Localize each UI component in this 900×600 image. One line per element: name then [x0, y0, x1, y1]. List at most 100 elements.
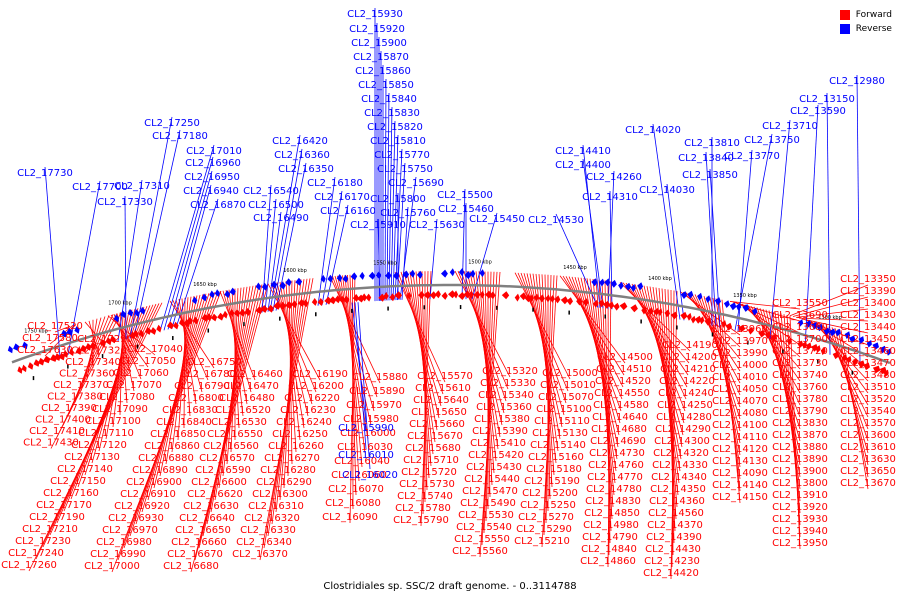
leader-line: [133, 129, 181, 338]
reverse-gene-mark: [336, 274, 343, 282]
gene-label: CL2_16960: [185, 158, 241, 169]
gene-label: CL2_15540: [456, 522, 512, 533]
gene-label: CL2_16280: [260, 465, 316, 476]
reverse-gene-mark: [723, 300, 730, 308]
reverse-gene-mark: [624, 282, 632, 291]
gene-label: CL2_15900: [351, 38, 407, 49]
reverse-gene-mark: [368, 271, 376, 280]
leader-line: [67, 180, 101, 355]
backbone-arc: [11, 283, 891, 365]
forward-gene-mark: [239, 308, 246, 317]
gene-label: CL2_17210: [22, 524, 78, 535]
gene-label: CL2_14240: [658, 388, 714, 399]
gene-label: CL2_14190: [662, 340, 718, 351]
kbp-tick-label: 1450 kbp: [563, 265, 587, 271]
forward-gene-mark: [192, 316, 199, 325]
gene-label: CL2_16010: [338, 450, 394, 461]
leader-line: [259, 278, 314, 561]
kbp-tick-label: 1400 kbp: [648, 276, 672, 282]
gene-label: CL2_17250: [144, 118, 200, 129]
forward-gene-mark: [144, 327, 152, 335]
forward-gene-mark: [533, 293, 539, 302]
forward-gene-mark: [448, 290, 456, 299]
forward-gene-mark: [770, 333, 777, 342]
forward-gene-mark: [549, 294, 555, 303]
forward-gene-mark: [842, 354, 847, 362]
gene-label: CL2_15570: [417, 371, 473, 382]
reverse-gene-mark: [392, 271, 400, 280]
feature-marker: [351, 308, 353, 313]
forward-gene-mark: [343, 295, 350, 304]
gene-label: CL2_17700: [72, 182, 128, 193]
forward-gene-mark: [806, 342, 812, 350]
kbp-tick-label: 1600 kbp: [283, 268, 307, 274]
kbp-tick-label: 1700 kbp: [108, 301, 132, 307]
leader-line: [543, 275, 555, 536]
gene-label: CL2_15640: [413, 395, 469, 406]
forward-gene-mark: [173, 321, 179, 330]
kbp-ticks: 1750 kbp 1700 kbp 1650 kbp 1600 kbp 1550 kbp…: [24, 259, 842, 334]
forward-gene-mark: [566, 297, 573, 306]
gene-label: CL2_16670: [167, 549, 223, 560]
gene-label: CL2_16590: [195, 465, 251, 476]
leader-line: [562, 275, 625, 376]
legend: Forward Reverse: [839, 8, 892, 36]
forward-gene-mark: [233, 309, 241, 317]
gene-label: CL2_13720: [772, 346, 828, 357]
gene-label: CL2_17080: [99, 392, 155, 403]
forward-gene-mark: [394, 291, 402, 300]
gene-label: CL2_14690: [590, 436, 646, 447]
forward-gene-mark: [576, 297, 583, 306]
leader-line: [461, 188, 466, 300]
forward-gene-mark: [324, 296, 332, 305]
gene-label: CL2_17520: [27, 321, 83, 332]
gene-label: CL2_16650: [175, 525, 231, 536]
forward-gene-mark: [738, 324, 746, 333]
gene-label: CL2_13630: [840, 454, 896, 465]
leader-line: [163, 156, 214, 331]
leader-line: [582, 144, 601, 308]
leader-line: [709, 297, 741, 456]
forward-gene-mark: [758, 329, 766, 338]
forward-gene-mark: [166, 321, 174, 330]
reverse-gene-mark: [214, 289, 220, 297]
leader-line: [595, 279, 614, 508]
gene-label: CL2_13510: [840, 382, 896, 393]
leader-line: [582, 158, 604, 309]
gene-label: CL2_14030: [639, 185, 695, 196]
forward-gene-mark: [641, 306, 647, 315]
gene-label: CL2_14000: [712, 360, 768, 371]
leader-line: [214, 286, 251, 501]
leader-line: [544, 274, 551, 500]
forward-gene-mark: [699, 316, 705, 325]
leader-line: [111, 290, 222, 573]
gene-label: CL2_13440: [840, 322, 896, 333]
gene-label: CL2_14290: [655, 424, 711, 435]
gene-label: CL2_14580: [593, 400, 649, 411]
gene-label: CL2_15720: [401, 467, 457, 478]
forward-gene-mark: [598, 299, 605, 308]
forward-gene-mark: [285, 301, 293, 309]
leader-line: [49, 304, 154, 536]
gene-label: CL2_16160: [320, 206, 376, 217]
gene-label: CL2_15920: [349, 24, 405, 35]
gene-label: CL2_14980: [583, 520, 639, 531]
gene-label: CL2_13890: [772, 454, 828, 465]
reverse-gene-mark: [320, 274, 326, 283]
leader-line: [856, 74, 861, 364]
gene-label: CL2_16850: [150, 429, 206, 440]
gene-label: CL2_16800: [168, 393, 224, 404]
reverse-gene-mark: [729, 302, 737, 311]
leader-line: [826, 92, 831, 355]
leader-line: [351, 302, 367, 423]
forward-gene-mark: [68, 348, 74, 357]
feature-marker: [279, 316, 281, 321]
gene-label: CL2_17320: [71, 346, 127, 357]
gene-label: CL2_16360: [274, 150, 330, 161]
forward-gene-mark: [311, 298, 318, 306]
forward-gene-mark: [613, 302, 620, 311]
gene-label: CL2_13740: [772, 370, 828, 381]
leader-line: [267, 211, 282, 312]
leader-line: [129, 116, 173, 339]
reverse-gene-mark: [201, 293, 207, 302]
